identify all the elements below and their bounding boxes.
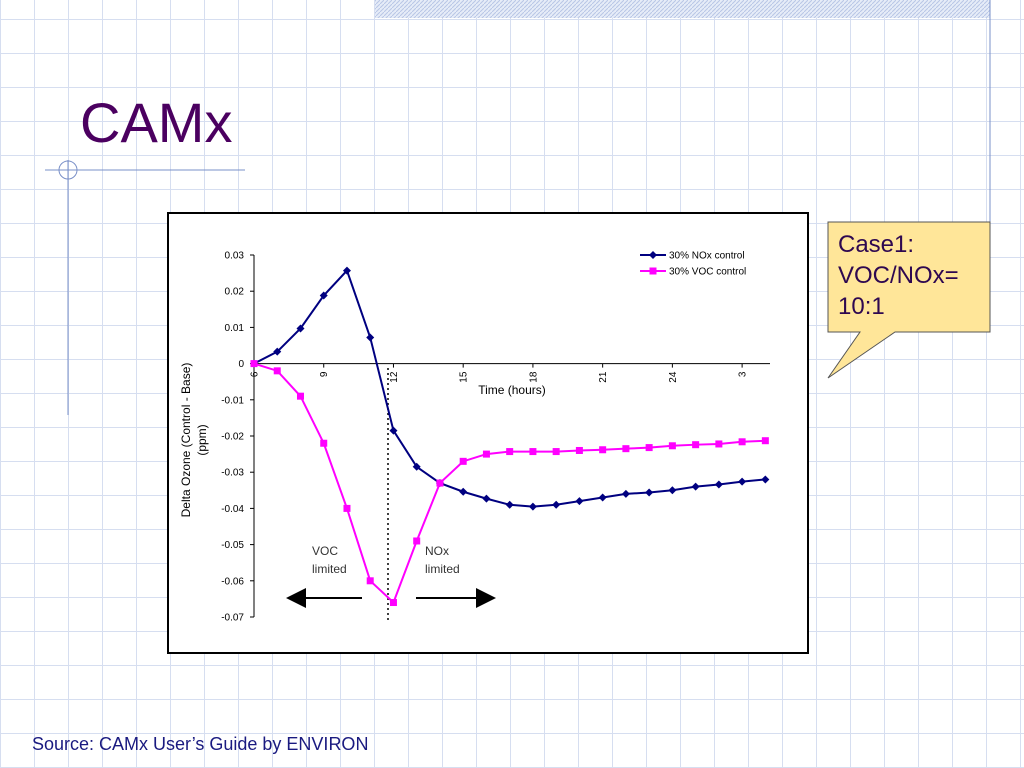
data-point bbox=[621, 489, 630, 498]
data-point bbox=[273, 347, 282, 356]
data-point bbox=[482, 494, 491, 503]
data-point bbox=[529, 448, 537, 456]
data-point bbox=[715, 440, 723, 448]
y-tick-label: -0.01 bbox=[221, 395, 244, 406]
data-point bbox=[599, 446, 607, 454]
data-point bbox=[413, 537, 421, 545]
annotation: limited bbox=[425, 562, 460, 576]
callout bbox=[827, 221, 991, 379]
slide-title: CAMx bbox=[80, 91, 232, 154]
annotation: NOx bbox=[425, 544, 449, 558]
y-tick-label: 0.03 bbox=[225, 251, 245, 262]
data-point bbox=[366, 577, 374, 585]
callout-text: VOC/NOx= bbox=[838, 262, 959, 289]
data-point bbox=[273, 367, 281, 375]
x-tick-label: 18 bbox=[528, 371, 539, 383]
data-point bbox=[668, 486, 677, 495]
x-tick-label: 9 bbox=[319, 371, 330, 377]
x-axis-label: Time (hours) bbox=[478, 383, 546, 397]
data-point bbox=[552, 448, 560, 456]
data-point bbox=[692, 441, 700, 449]
y-axis-label: Delta Ozone (Control - Base) bbox=[179, 363, 193, 518]
x-tick-label: 6 bbox=[250, 371, 261, 377]
data-point bbox=[319, 291, 328, 300]
data-point bbox=[366, 333, 375, 342]
y-tick-label: -0.04 bbox=[221, 504, 244, 515]
data-point bbox=[343, 504, 351, 512]
data-point bbox=[505, 500, 514, 509]
y-tick-label: -0.06 bbox=[221, 576, 244, 587]
data-point bbox=[622, 445, 630, 453]
x-tick-label: 21 bbox=[598, 371, 609, 383]
data-point bbox=[296, 392, 304, 400]
annotation: limited bbox=[312, 562, 347, 576]
annotation: VOC bbox=[312, 544, 338, 558]
data-point bbox=[761, 475, 770, 484]
data-point bbox=[342, 266, 351, 275]
source-text: Source: CAMx User’s Guide by ENVIRON bbox=[32, 734, 368, 754]
data-point bbox=[714, 480, 723, 489]
y-axis-label: (ppm) bbox=[195, 424, 209, 455]
data-point bbox=[645, 488, 654, 497]
data-point bbox=[761, 437, 769, 445]
data-point bbox=[389, 426, 398, 435]
data-point bbox=[459, 487, 468, 496]
data-point bbox=[389, 599, 397, 607]
data-point bbox=[412, 462, 421, 471]
y-tick-label: -0.02 bbox=[221, 432, 244, 443]
data-point bbox=[436, 479, 444, 487]
data-point bbox=[459, 457, 467, 465]
data-point bbox=[575, 497, 584, 506]
y-tick-label: 0.01 bbox=[225, 323, 245, 334]
legend-label: 30% VOC control bbox=[669, 267, 746, 278]
data-point bbox=[668, 442, 676, 450]
callout-text: Case1: bbox=[838, 231, 914, 258]
data-point bbox=[598, 493, 607, 502]
callout-text: 10:1 bbox=[838, 293, 885, 320]
legend-marker bbox=[649, 267, 657, 275]
y-tick-label: -0.07 bbox=[221, 613, 244, 624]
legend-marker bbox=[649, 251, 657, 259]
y-tick-label: 0 bbox=[238, 359, 244, 370]
chart-frame bbox=[167, 212, 809, 654]
y-tick-label: -0.03 bbox=[221, 468, 244, 479]
data-point bbox=[528, 502, 537, 511]
x-tick-label: 3 bbox=[738, 371, 749, 377]
legend-label: 30% NOx control bbox=[669, 251, 745, 262]
x-tick-label: 15 bbox=[459, 371, 470, 383]
data-point bbox=[645, 444, 653, 452]
data-point bbox=[250, 360, 258, 368]
data-point bbox=[320, 439, 328, 447]
data-point bbox=[738, 438, 746, 446]
data-point bbox=[552, 500, 561, 509]
data-point bbox=[691, 482, 700, 491]
y-tick-label: -0.05 bbox=[221, 540, 244, 551]
header-band bbox=[375, 0, 990, 18]
x-tick-label: 24 bbox=[668, 371, 679, 383]
decor-circle bbox=[58, 160, 78, 180]
x-tick-label: 12 bbox=[389, 371, 400, 383]
data-point bbox=[575, 446, 583, 454]
data-point bbox=[482, 450, 490, 458]
data-point bbox=[296, 324, 305, 333]
data-point bbox=[506, 448, 514, 456]
y-tick-label: 0.02 bbox=[225, 287, 245, 298]
data-point bbox=[738, 477, 747, 486]
